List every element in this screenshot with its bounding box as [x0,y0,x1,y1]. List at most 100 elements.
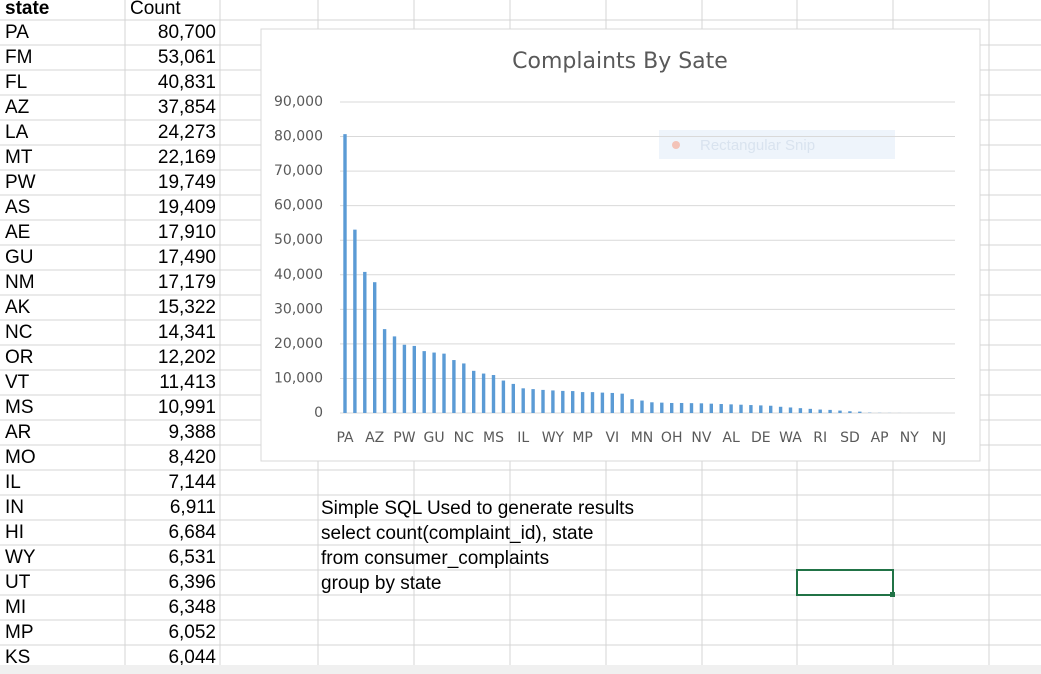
count-cell: 80,700 [158,22,216,43]
count-cell: 9,388 [168,422,216,443]
y-tick-label: 10,000 [274,370,323,386]
x-tick-label: AZ [365,430,384,446]
y-tick-label: 50,000 [274,232,323,248]
bar [392,336,397,413]
bar [640,400,644,413]
state-cell: MO [5,447,36,468]
chart-area[interactable] [260,28,981,462]
state-cell: FM [5,47,32,68]
bar [511,383,515,413]
bar [442,353,446,413]
bar [769,405,773,413]
count-cell: 22,169 [158,147,216,168]
state-cell: GU [5,247,34,268]
bar [422,351,426,413]
state-cell: MI [5,597,26,618]
x-tick-label: GU [424,430,445,446]
note-cell: select count(complaint_id), state [321,523,593,544]
selected-cell[interactable] [796,569,894,596]
state-cell: IN [5,497,24,518]
bar [402,344,407,413]
y-tick-label: 40,000 [274,267,323,283]
count-cell: 17,910 [158,222,216,243]
bar [729,404,733,413]
bar [759,405,763,413]
bar [689,403,694,413]
count-cell: 17,490 [158,247,216,268]
bar [630,399,634,413]
bar [778,406,783,413]
x-tick-label: MN [631,430,654,446]
bar [521,388,525,413]
count-cell: 10,991 [158,397,216,418]
bar [788,407,793,413]
plot: 0 10,000 20,000 30,000 40,000 50,000 60,000 70,… [274,94,955,446]
count-cell: 6,052 [168,622,216,643]
x-tick-label: WA [779,430,802,446]
state-cell: AE [5,222,30,243]
bar [739,404,743,413]
count-cell: 53,061 [158,47,216,68]
header-cell: state [5,0,49,19]
state-cell: MP [5,622,34,643]
bar [373,282,377,413]
bar [719,404,723,413]
state-cell: FL [5,72,27,93]
count-cell: 14,341 [158,322,216,343]
state-cell: PW [5,172,36,193]
bar [412,345,416,413]
bar [343,134,347,414]
count-cell: 7,144 [168,472,216,493]
count-cell: 8,420 [168,447,216,468]
bar [363,271,367,413]
y-tick-label: 90,000 [274,94,323,110]
bar [541,389,545,413]
x-tick-label: NC [454,430,474,446]
x-tick-label: OH [661,430,683,446]
count-cell: 40,831 [158,72,216,93]
bar [561,390,565,413]
bar [551,390,555,413]
bar [501,380,506,413]
count-cell: 6,396 [168,572,216,593]
count-cell: 37,854 [158,97,217,118]
state-cell: KS [5,647,30,668]
chart-title: Complaints By Sate [512,49,728,74]
y-tick-label: 20,000 [274,336,323,352]
bar [353,229,357,413]
state-cell: OR [5,347,34,368]
x-tick-label: NV [691,430,711,446]
bar [590,392,595,413]
bar [858,411,862,413]
state-cell: VT [5,372,30,393]
bar [472,370,476,413]
state-cell: NM [5,272,35,293]
state-cell: MS [5,397,34,418]
count-cell: 15,322 [158,297,216,318]
snip-dot [672,141,680,149]
bar [670,402,674,413]
sheet-tabs-bar[interactable] [0,665,1041,674]
bar [571,391,575,413]
x-tick-label: RI [813,430,827,446]
bar [600,392,605,413]
x-tick-label: NJ [932,430,947,446]
count-cell: 6,531 [168,547,216,568]
note-cell: from consumer_complaints [321,548,549,569]
state-cell: AZ [5,97,30,118]
x-tick-label: PA [336,430,354,446]
state-cell: NC [5,322,32,343]
bar [749,405,753,413]
y-tick-label: 70,000 [274,163,323,179]
cells: state Count PA 80,700 FM 53,061 FL 40,831 AZ 37,8… [5,0,634,668]
fill-handle[interactable] [890,592,895,597]
bar [481,373,486,413]
header-cell: Count [130,0,181,19]
bar [679,402,684,413]
bar [709,403,713,413]
x-tick-label: MS [483,430,504,446]
bar [462,363,466,413]
state-cell: MT [5,147,33,168]
